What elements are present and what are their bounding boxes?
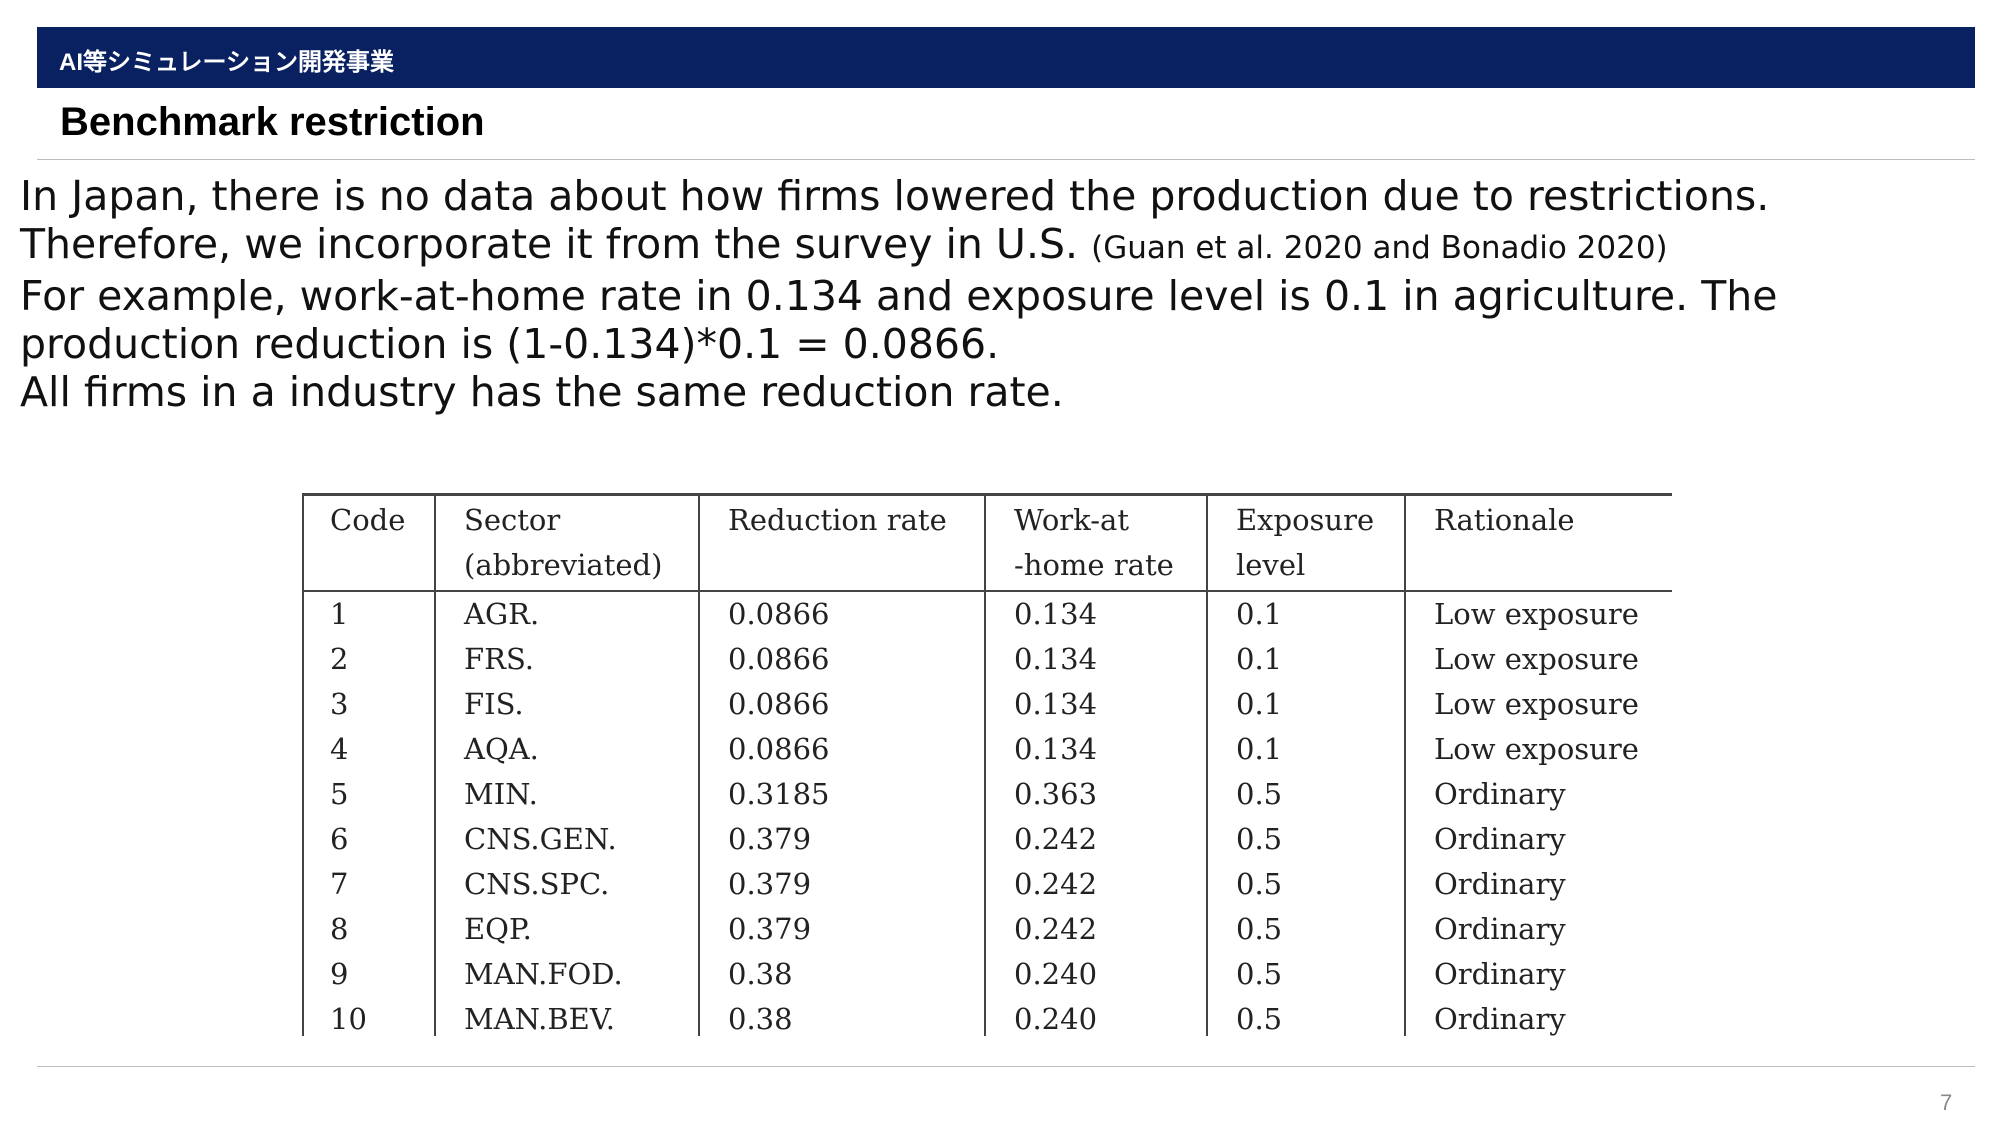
section-title: AI等シミュレーション開発事業 (59, 49, 395, 76)
cell-work-at-home-rate: 0.134 (984, 727, 1207, 772)
cell-work-at-home-rate: 0.134 (984, 682, 1207, 727)
cell-exposure-level: 0.1 (1206, 682, 1405, 727)
title-divider (37, 159, 1975, 160)
cell-code: 1 (302, 591, 435, 637)
citation: (Guan et al. 2020 and Bonadio 2020) (1091, 230, 1668, 266)
cell-exposure-level: 0.1 (1206, 637, 1405, 682)
cell-rationale: Ordinary (1404, 817, 1672, 862)
table-row: 5 MIN. 0.3185 0.363 0.5 Ordinary (302, 772, 1672, 817)
header-reduction-rate: Reduction rate (698, 494, 985, 592)
cell-rationale: Ordinary (1404, 952, 1672, 997)
cell-reduction-rate: 0.379 (698, 907, 985, 952)
cell-sector: FIS. (434, 682, 699, 727)
cell-work-at-home-rate: 0.240 (984, 997, 1207, 1036)
cell-work-at-home-rate: 0.242 (984, 907, 1207, 952)
body-line-5: All firms in a industry has the same red… (20, 368, 1064, 416)
cell-sector: EQP. (434, 907, 699, 952)
header-sector: Sector (abbreviated) (434, 494, 699, 592)
header-bar: AI等シミュレーション開発事業 (37, 27, 1975, 88)
body-line-3: For example, work-at-home rate in 0.134 … (20, 272, 1778, 320)
header-code: Code (302, 494, 435, 592)
cell-code: 5 (302, 772, 435, 817)
cell-reduction-rate: 0.379 (698, 862, 985, 907)
cell-exposure-level: 0.5 (1206, 997, 1405, 1036)
cell-sector: MAN.FOD. (434, 952, 699, 997)
cell-sector: AGR. (434, 591, 699, 637)
cell-rationale: Low exposure (1404, 637, 1672, 682)
body-line-2-text: Therefore, we incorporate it from the su… (20, 220, 1079, 268)
table-body: 1 AGR. 0.0866 0.134 0.1 Low exposure 2 FRS. 0.08… (302, 591, 1672, 1036)
cell-reduction-rate: 0.0866 (698, 682, 985, 727)
table-row: 6 CNS.GEN. 0.379 0.242 0.5 Ordinary (302, 817, 1672, 862)
body-line-1: In Japan, there is no data about how fir… (20, 172, 1770, 220)
cell-code: 2 (302, 637, 435, 682)
cell-exposure-level: 0.5 (1206, 772, 1405, 817)
cell-reduction-rate: 0.38 (698, 952, 985, 997)
cell-sector: MIN. (434, 772, 699, 817)
cell-work-at-home-rate: 0.242 (984, 862, 1207, 907)
cell-sector: AQA. (434, 727, 699, 772)
cell-reduction-rate: 0.0866 (698, 727, 985, 772)
cell-exposure-level: 0.5 (1206, 952, 1405, 997)
cell-rationale: Low exposure (1404, 682, 1672, 727)
table-row: 3 FIS. 0.0866 0.134 0.1 Low exposure (302, 682, 1672, 727)
table-row: 7 CNS.SPC. 0.379 0.242 0.5 Ordinary (302, 862, 1672, 907)
cell-work-at-home-rate: 0.134 (984, 591, 1207, 637)
cell-exposure-level: 0.1 (1206, 591, 1405, 637)
cell-code: 4 (302, 727, 435, 772)
table-row: 4 AQA. 0.0866 0.134 0.1 Low exposure (302, 727, 1672, 772)
table-row: 2 FRS. 0.0866 0.134 0.1 Low exposure (302, 637, 1672, 682)
header-rationale: Rationale (1404, 494, 1672, 592)
cell-work-at-home-rate: 0.363 (984, 772, 1207, 817)
cell-exposure-level: 0.5 (1206, 817, 1405, 862)
cell-code: 3 (302, 682, 435, 727)
cell-reduction-rate: 0.38 (698, 997, 985, 1036)
body-text: In Japan, there is no data about how fir… (20, 172, 1980, 416)
cell-exposure-level: 0.1 (1206, 727, 1405, 772)
cell-rationale: Ordinary (1404, 772, 1672, 817)
cell-sector: CNS.GEN. (434, 817, 699, 862)
cell-reduction-rate: 0.3185 (698, 772, 985, 817)
body-line-4: production reduction is (1-0.134)*0.1 = … (20, 320, 1000, 368)
cell-rationale: Ordinary (1404, 997, 1672, 1036)
cell-reduction-rate: 0.0866 (698, 591, 985, 637)
table-row: 8 EQP. 0.379 0.242 0.5 Ordinary (302, 907, 1672, 952)
cell-rationale: Low exposure (1404, 591, 1672, 637)
cell-reduction-rate: 0.0866 (698, 637, 985, 682)
cell-work-at-home-rate: 0.240 (984, 952, 1207, 997)
reduction-table-grid: Code Sector (abbreviated) Reduction rate … (302, 493, 1672, 1036)
body-line-2: Therefore, we incorporate it from the su… (20, 220, 1980, 272)
header-exposure-level: Exposure level (1206, 494, 1405, 592)
cell-code: 8 (302, 907, 435, 952)
table-row: 10 MAN.BEV. 0.38 0.240 0.5 Ordinary (302, 997, 1672, 1036)
cell-rationale: Ordinary (1404, 862, 1672, 907)
cell-reduction-rate: 0.379 (698, 817, 985, 862)
cell-sector: MAN.BEV. (434, 997, 699, 1036)
cell-exposure-level: 0.5 (1206, 907, 1405, 952)
cell-sector: CNS.SPC. (434, 862, 699, 907)
cell-code: 9 (302, 952, 435, 997)
cell-exposure-level: 0.5 (1206, 862, 1405, 907)
reduction-table: Code Sector (abbreviated) Reduction rate … (302, 493, 1672, 1036)
cell-work-at-home-rate: 0.242 (984, 817, 1207, 862)
table-row: 9 MAN.FOD. 0.38 0.240 0.5 Ordinary (302, 952, 1672, 997)
page-number: 7 (1940, 1090, 1953, 1115)
cell-rationale: Low exposure (1404, 727, 1672, 772)
header-work-at-home-rate: Work-at -home rate (984, 494, 1207, 592)
cell-code: 7 (302, 862, 435, 907)
cell-sector: FRS. (434, 637, 699, 682)
cell-code: 10 (302, 997, 435, 1036)
table-row: 1 AGR. 0.0866 0.134 0.1 Low exposure (302, 591, 1672, 637)
footer-divider (37, 1066, 1975, 1067)
cell-rationale: Ordinary (1404, 907, 1672, 952)
table-header-row: Code Sector (abbreviated) Reduction rate … (302, 494, 1672, 592)
cell-code: 6 (302, 817, 435, 862)
slide-title: Benchmark restriction (60, 100, 485, 144)
cell-work-at-home-rate: 0.134 (984, 637, 1207, 682)
